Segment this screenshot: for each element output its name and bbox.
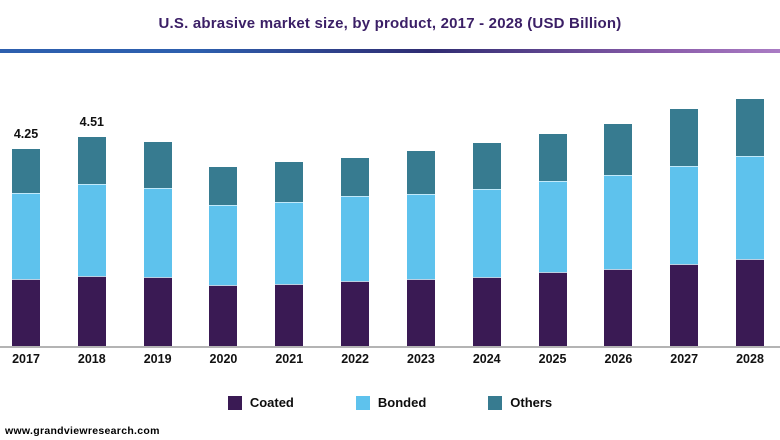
bar-segment-bonded-2022 [341, 196, 370, 282]
bar-segment-bonded-2018 [77, 184, 106, 277]
x-axis-label-2027: 2027 [670, 352, 699, 366]
bar-segment-others-2022 [341, 158, 370, 197]
x-axis-label-2019: 2019 [143, 352, 172, 366]
x-axis-label-2026: 2026 [604, 352, 633, 366]
x-axis-label-2017: 2017 [12, 352, 40, 366]
bar-segment-coated-2024 [472, 277, 501, 346]
bar-segment-bonded-2025 [538, 181, 567, 272]
bar-segment-others-2027 [670, 109, 699, 167]
chart-title: U.S. abrasive market size, by product, 2… [158, 15, 622, 32]
bar-segment-others-2026 [604, 124, 633, 176]
bar-group-2023 [406, 151, 435, 346]
bar-segment-coated-2022 [341, 281, 370, 346]
value-label-2017: 4.25 [13, 127, 39, 142]
legend-swatch-bonded-icon [355, 395, 370, 410]
bar-group-2025 [538, 134, 567, 346]
bar-group-2019 [143, 142, 172, 346]
source-text: www.grandviewresearch.com [5, 425, 160, 437]
bar-group-2024 [472, 143, 501, 346]
x-axis-label-2025: 2025 [538, 352, 567, 366]
x-axis-label-2023: 2023 [407, 352, 435, 366]
legend-swatch-others-icon [488, 395, 503, 410]
legend-label-bonded: Bonded [377, 395, 427, 410]
bar-segment-coated-2023 [406, 278, 435, 346]
bar-segment-coated-2028 [736, 258, 765, 346]
bar-segment-coated-2021 [275, 283, 304, 346]
bar-segment-others-2018 [77, 137, 106, 185]
legend-swatch-coated-icon [227, 395, 242, 410]
bar-group-2026 [604, 124, 633, 346]
x-axis-label-2024: 2024 [472, 352, 501, 366]
bar-group-2020 [209, 166, 238, 346]
bar-segment-coated-2018 [77, 276, 106, 346]
bar-group-2017 [12, 149, 40, 346]
plot-area [0, 53, 780, 346]
title-divider-gradient-bar [0, 49, 780, 53]
bar-segment-bonded-2026 [604, 175, 633, 270]
bar-group-2028 [736, 99, 765, 346]
bar-segment-others-2028 [736, 99, 765, 157]
bar-segment-others-2017 [12, 149, 40, 193]
bar-segment-others-2019 [143, 142, 172, 189]
bar-segment-others-2025 [538, 134, 567, 182]
bar-group-2022 [341, 158, 370, 346]
bar-segment-others-2021 [275, 162, 304, 202]
bar-segment-bonded-2021 [275, 202, 304, 284]
legend-label-others: Others [510, 395, 553, 410]
legend-item-others: Others [488, 395, 552, 410]
x-axis-label-2022: 2022 [341, 352, 369, 366]
legend-item-coated: Coated [227, 395, 294, 410]
bar-segment-bonded-2019 [143, 188, 172, 277]
bar-segment-coated-2020 [209, 284, 238, 346]
bar-segment-coated-2017 [12, 278, 40, 346]
x-axis-label-2028: 2028 [736, 352, 764, 366]
legend-item-bonded: Bonded [355, 395, 427, 410]
bar-segment-bonded-2023 [406, 194, 435, 279]
bar-segment-bonded-2027 [670, 166, 699, 265]
bar-segment-bonded-2024 [472, 189, 501, 277]
bar-group-2027 [670, 109, 699, 346]
bar-segment-coated-2026 [604, 269, 633, 346]
bar-segment-bonded-2020 [209, 204, 238, 285]
bar-segment-others-2020 [209, 166, 238, 205]
bar-group-2018 [77, 137, 106, 346]
x-axis-baseline [0, 346, 780, 348]
bar-segment-others-2024 [472, 143, 501, 190]
bar-segment-coated-2027 [670, 264, 699, 346]
bar-segment-bonded-2028 [736, 156, 765, 259]
bar-segment-coated-2025 [538, 271, 567, 346]
x-axis-label-2018: 2018 [77, 352, 106, 366]
x-axis-label-2020: 2020 [209, 352, 238, 366]
value-label-2018: 4.51 [79, 115, 104, 130]
bar-segment-bonded-2017 [12, 192, 40, 279]
bar-segment-others-2023 [406, 151, 435, 195]
bar-group-2021 [275, 162, 304, 346]
legend-label-coated: Coated [249, 395, 294, 410]
x-axis-label-2021: 2021 [275, 352, 304, 366]
legend: Coated Bonded Others [0, 395, 780, 410]
bar-segment-coated-2019 [143, 276, 172, 346]
